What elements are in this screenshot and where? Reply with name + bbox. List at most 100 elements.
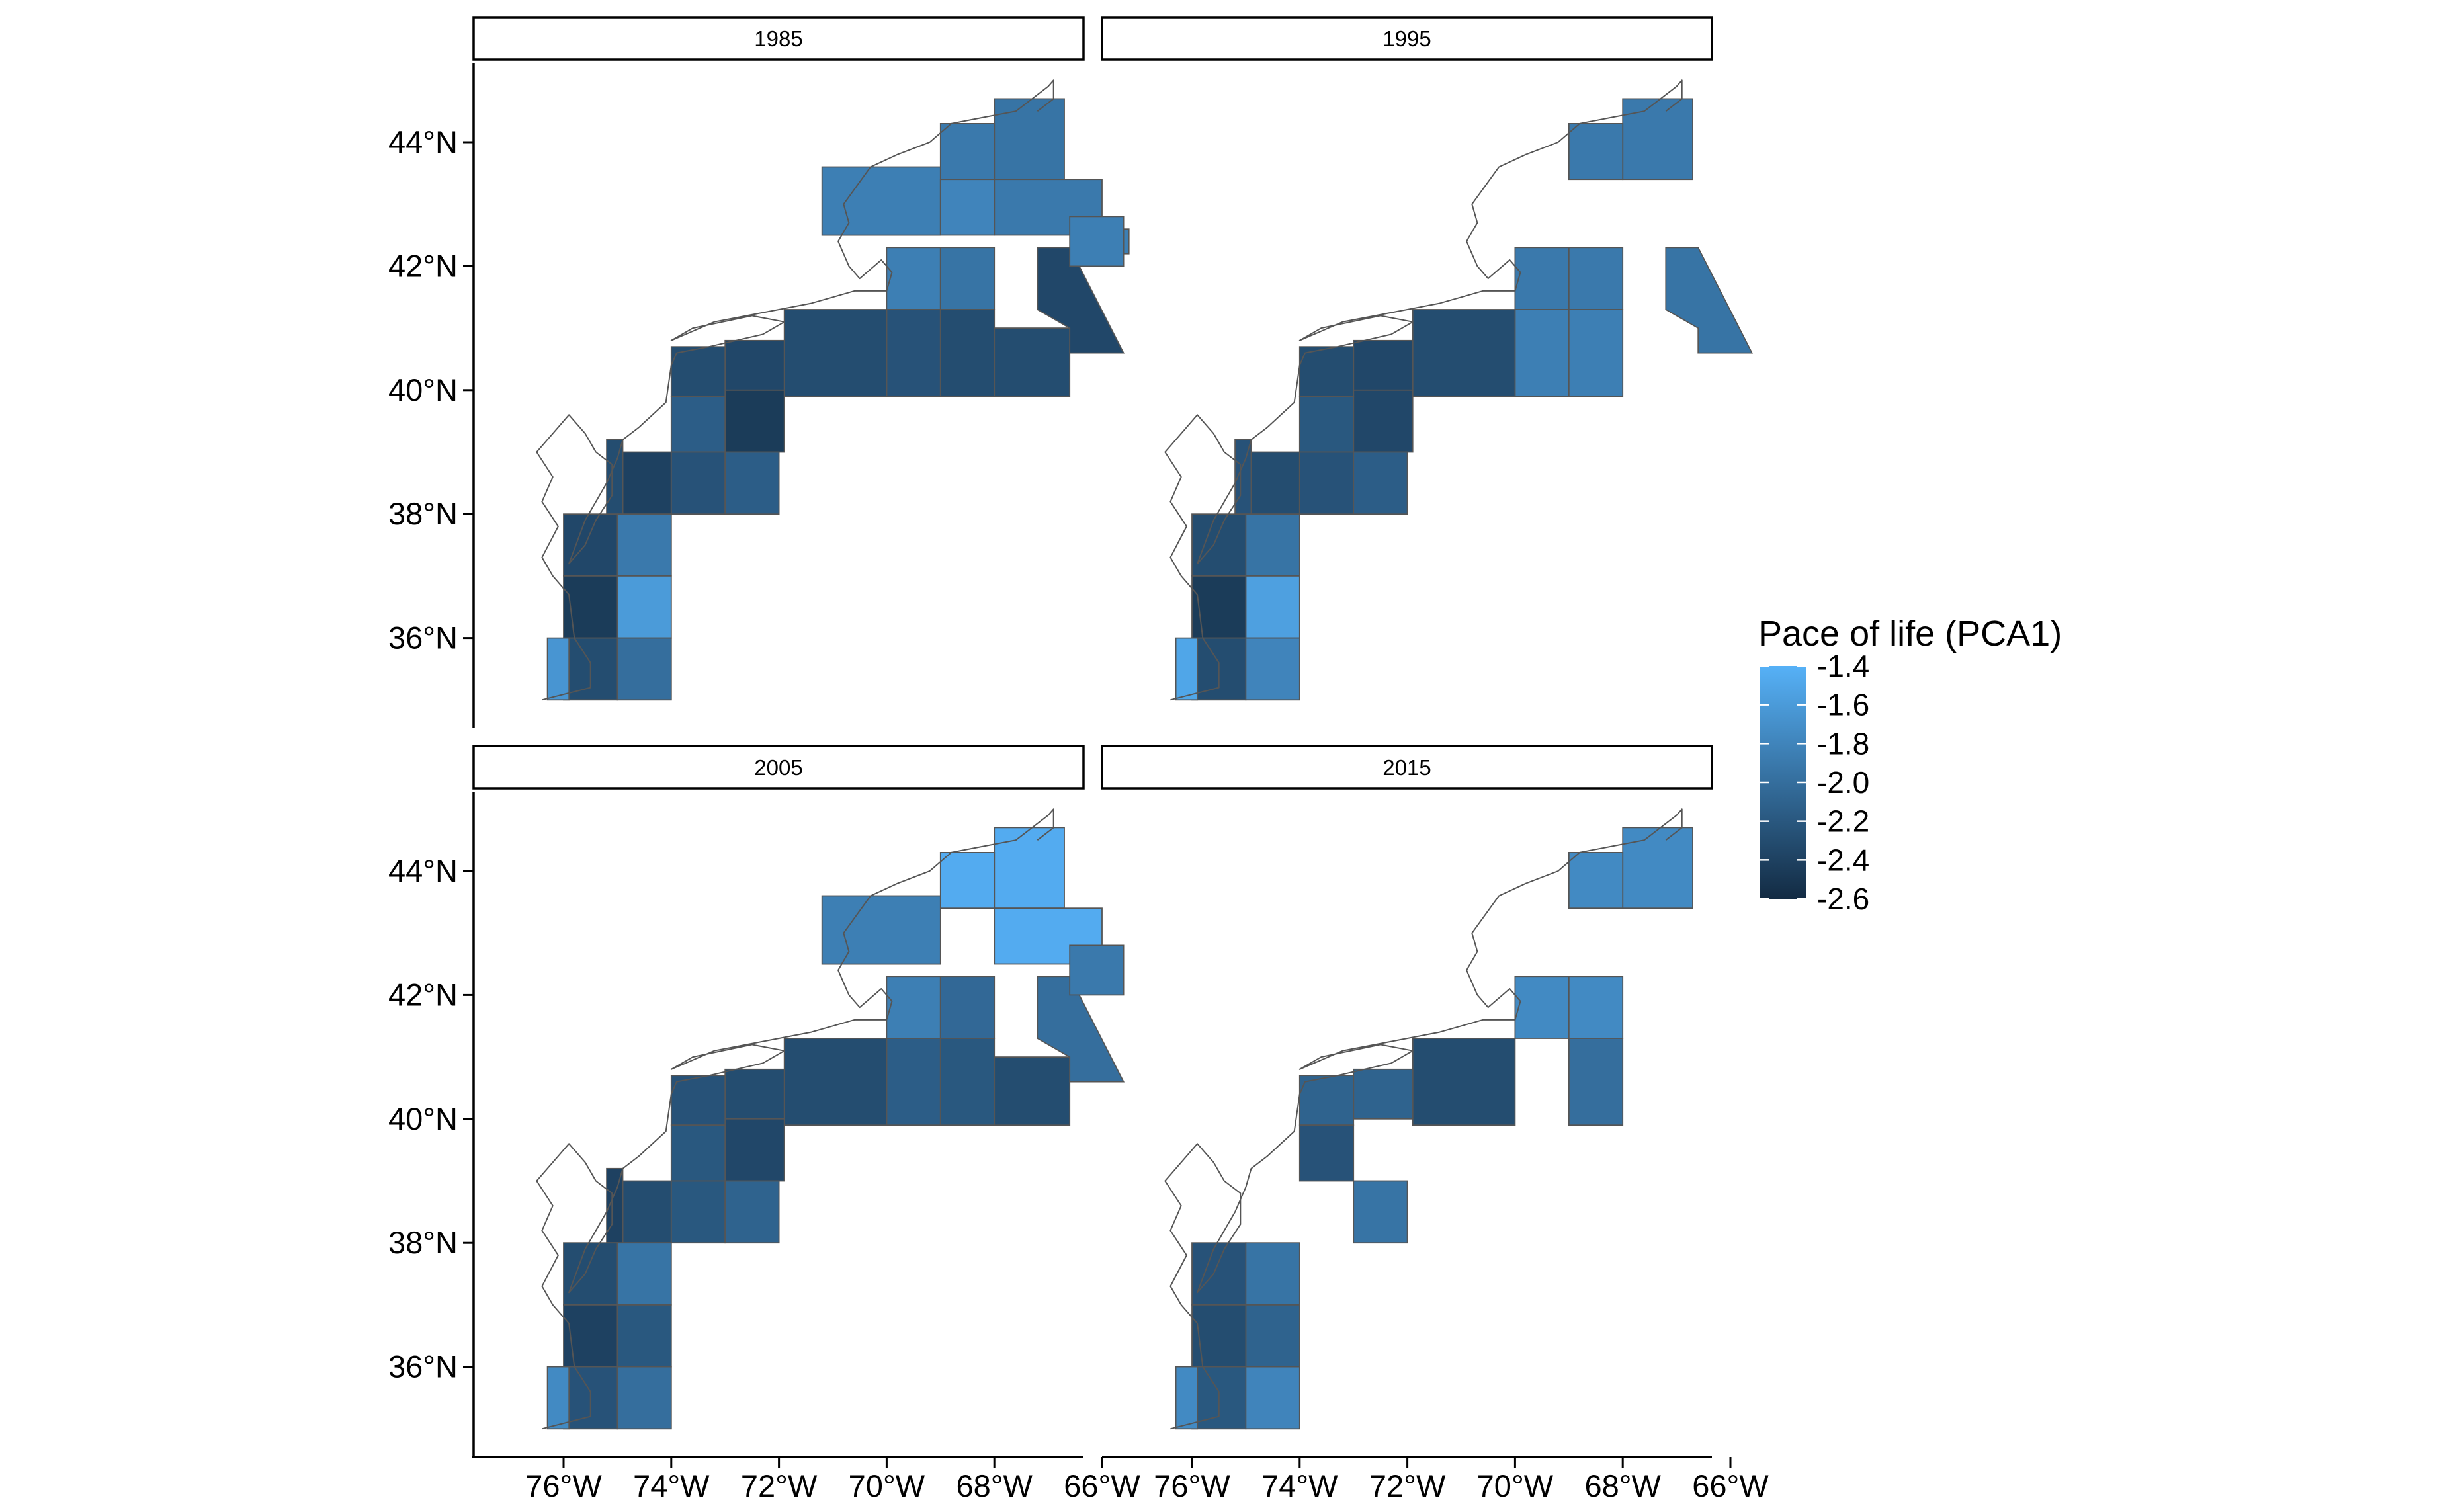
grid-cell xyxy=(1298,1124,1355,1182)
grid-cell xyxy=(1298,451,1355,515)
grid-cell xyxy=(1353,1180,1408,1244)
grid-cell xyxy=(616,575,672,639)
x-axis-right: 76°W 74°W 72°W 70°W 68°W 66°W xyxy=(1154,1457,1769,1503)
grid-cell xyxy=(546,637,570,701)
grid-cell xyxy=(670,346,726,397)
x-tick-label: 72°W xyxy=(1369,1468,1446,1503)
grid-cell xyxy=(670,1180,726,1244)
grid-cell xyxy=(821,166,941,236)
coastline xyxy=(1164,808,1683,1430)
y-tick-label: 38°N xyxy=(388,496,458,531)
grid-cell xyxy=(546,1366,570,1430)
y-tick-label: 42°N xyxy=(388,977,458,1012)
grid-cell-east xyxy=(1069,216,1125,267)
grid-cell xyxy=(994,1056,1071,1126)
x-tick-label: 70°W xyxy=(1477,1468,1554,1503)
grid-cell xyxy=(670,451,726,515)
grid-cell xyxy=(622,451,672,515)
grid-cell xyxy=(1245,1366,1300,1430)
grid-cell xyxy=(994,827,1065,909)
facet-panel-2015: 2015 xyxy=(1101,745,1713,1430)
grid-cell xyxy=(1250,451,1300,515)
grid-cell xyxy=(670,1124,726,1182)
grid-cell xyxy=(783,1038,888,1126)
grid-cell xyxy=(1622,98,1693,181)
map-cells xyxy=(536,808,1125,1430)
grid-cell xyxy=(1353,339,1414,391)
grid-cell xyxy=(724,389,785,453)
grid-cell xyxy=(939,179,996,236)
grid-cell xyxy=(886,976,941,1039)
grid-cell xyxy=(1191,1242,1247,1306)
grid-cell xyxy=(1191,575,1247,639)
grid-cell xyxy=(622,1180,672,1244)
grid-cell xyxy=(670,396,726,453)
grid-cell xyxy=(724,339,785,391)
grid-cell xyxy=(939,247,996,310)
y-axis-bottom: 44°N 42°N 40°N 38°N 36°N xyxy=(388,853,474,1384)
grid-cell-east xyxy=(1069,944,1125,996)
facet-strip-label: 1985 xyxy=(754,26,802,51)
coastline xyxy=(1164,79,1683,701)
grid-cell xyxy=(1412,1038,1516,1126)
legend-tick-label: -1.8 xyxy=(1817,726,1869,761)
facet-panel-1995: 1995 xyxy=(1101,16,1754,701)
x-axis-left: 76°W 74°W 72°W 70°W 68°W 66°W xyxy=(525,1457,1140,1503)
grid-cell xyxy=(1353,451,1408,515)
y-tick-label: 42°N xyxy=(388,248,458,283)
grid-cell xyxy=(1245,513,1300,577)
facet-strip-label: 2005 xyxy=(754,755,802,780)
legend-tick-label: -1.4 xyxy=(1817,649,1869,683)
legend-ticks: -1.4 -1.6 -1.8 -2.0 -2.2 -2.4 -2.6 xyxy=(1760,649,1869,916)
grid-cell xyxy=(616,637,672,701)
map-cells xyxy=(1164,808,1693,1430)
legend-tick-label: -1.6 xyxy=(1817,688,1869,722)
legend-title: Pace of life (PCA1) xyxy=(1758,614,2062,653)
grid-cell xyxy=(1514,309,1570,397)
grid-cell xyxy=(886,1038,941,1126)
grid-cell xyxy=(821,895,941,965)
y-tick-label: 40°N xyxy=(388,1101,458,1136)
grid-cell xyxy=(783,309,888,397)
grid-cell xyxy=(939,123,996,181)
y-tick-label: 44°N xyxy=(388,124,458,159)
facet-strip-label: 2015 xyxy=(1382,755,1431,780)
x-tick-label: 68°W xyxy=(1584,1468,1661,1503)
grid-cell xyxy=(1514,247,1570,310)
y-tick-label: 36°N xyxy=(388,1349,458,1384)
legend-tick-label: -2.4 xyxy=(1817,843,1869,877)
grid-cell xyxy=(1568,976,1624,1039)
grid-cell xyxy=(1245,575,1300,639)
grid-cell xyxy=(616,1242,672,1306)
map-cells xyxy=(536,79,1130,701)
grid-cell xyxy=(939,852,996,909)
y-axis-top: 44°N 42°N 40°N 38°N 36°N xyxy=(388,124,474,655)
coastline xyxy=(536,808,1054,1430)
facet-panel-2005: 2005 xyxy=(472,745,1125,1430)
grid-cell xyxy=(616,1304,672,1368)
x-tick-label: 68°W xyxy=(956,1468,1033,1503)
grid-cell xyxy=(939,1038,996,1126)
grid-cell xyxy=(1298,396,1355,453)
facet-panel-1985: 1985 xyxy=(472,16,1130,701)
grid-cell xyxy=(1245,1242,1300,1306)
facet-strip xyxy=(1101,16,1713,61)
legend-tick-label: -2.0 xyxy=(1817,765,1869,800)
grid-cell xyxy=(724,1118,785,1182)
grid-cell xyxy=(994,327,1071,397)
x-tick-label: 72°W xyxy=(741,1468,818,1503)
color-legend: Pace of life (PCA1) -1.4 -1.6 -1.8 -2.0 -2.2… xyxy=(1758,614,2062,916)
x-tick-label: 74°W xyxy=(633,1468,710,1503)
x-tick-label: 66°W xyxy=(1692,1468,1769,1503)
facet-strip xyxy=(1101,745,1713,790)
y-tick-label: 38°N xyxy=(388,1225,458,1260)
facet-strip xyxy=(472,745,1085,790)
grid-cell xyxy=(1622,827,1693,909)
grid-cell xyxy=(616,1366,672,1430)
x-tick-label: 70°W xyxy=(849,1468,925,1503)
grid-cell xyxy=(670,1075,726,1126)
grid-cell xyxy=(616,513,672,577)
map-cells xyxy=(1164,79,1754,701)
grid-cell xyxy=(1191,513,1247,577)
